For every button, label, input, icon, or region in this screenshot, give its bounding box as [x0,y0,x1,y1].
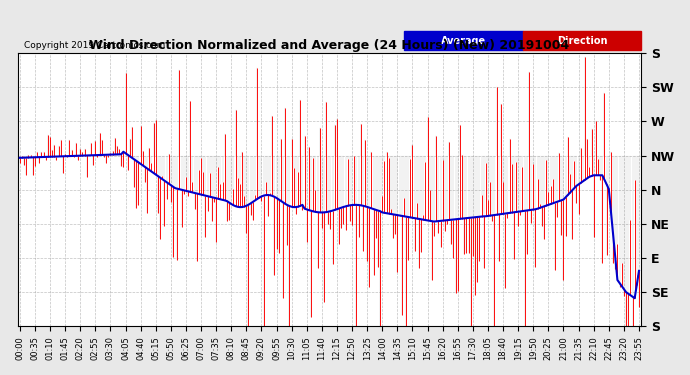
Bar [523,31,641,50]
Title: Wind Direction Normalized and Average (24 Hours) (New) 20191004: Wind Direction Normalized and Average (2… [89,39,569,52]
Text: Average: Average [441,36,486,46]
Bar [404,31,523,50]
Text: Direction: Direction [557,36,607,46]
Text: Copyright 2019 Cartronics.com: Copyright 2019 Cartronics.com [24,41,165,50]
